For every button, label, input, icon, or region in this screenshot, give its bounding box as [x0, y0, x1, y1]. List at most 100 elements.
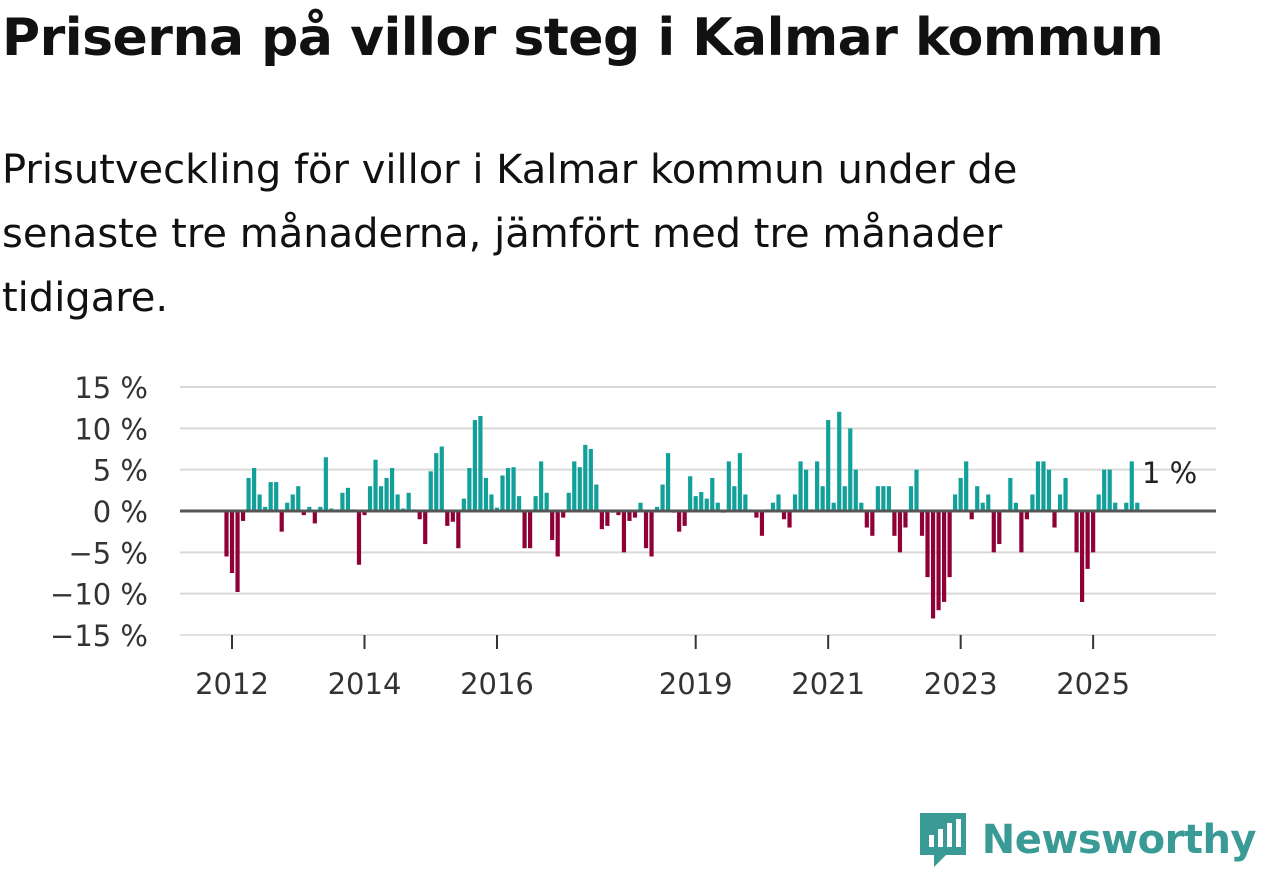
bar	[964, 461, 969, 511]
bar	[975, 486, 980, 511]
bar	[583, 444, 588, 511]
bar	[980, 502, 985, 511]
chart-title: Priserna på villor steg i Kalmar kommun	[2, 8, 1164, 68]
x-tick-label: 2021	[791, 667, 865, 701]
bar	[666, 453, 671, 511]
y-tick-label: 10 %	[74, 412, 148, 446]
bar	[318, 506, 323, 511]
bar	[886, 486, 891, 511]
bar	[991, 511, 996, 553]
brand-logo: Newsworthy	[918, 811, 1257, 869]
bar	[710, 477, 715, 511]
bar	[1052, 511, 1057, 528]
bar	[693, 496, 698, 511]
bar	[726, 461, 731, 511]
bar	[864, 511, 869, 528]
bar	[340, 492, 345, 511]
bar	[263, 506, 268, 511]
bar	[323, 457, 328, 511]
bar	[505, 468, 511, 511]
x-tick-label: 2012	[195, 667, 269, 701]
bar	[1135, 502, 1140, 511]
bar	[478, 415, 483, 511]
bar	[240, 511, 246, 521]
bar	[1057, 494, 1063, 511]
bar	[643, 511, 649, 549]
bar	[539, 461, 544, 511]
last-value-annotation: 1 %	[1142, 456, 1197, 490]
bar	[494, 507, 500, 511]
bar	[621, 511, 627, 553]
bar	[649, 511, 654, 557]
bar	[908, 486, 914, 511]
y-tick-label: −15 %	[50, 619, 148, 653]
bar	[246, 477, 251, 511]
bar	[1013, 502, 1018, 511]
bar	[737, 453, 742, 511]
bar	[1041, 461, 1046, 511]
y-tick-label: 0 %	[93, 495, 148, 529]
bar	[892, 511, 897, 536]
bar	[390, 468, 395, 511]
bar	[290, 494, 295, 511]
bar	[798, 461, 803, 511]
bar	[577, 467, 582, 511]
y-tick-label: 15 %	[74, 371, 148, 405]
bar	[296, 486, 301, 511]
bar	[704, 498, 709, 511]
y-tick-label: −5 %	[68, 536, 148, 570]
bar	[743, 494, 748, 511]
bar	[881, 486, 886, 511]
bar	[378, 486, 384, 511]
x-tick-label: 2016	[460, 667, 534, 701]
bar	[903, 511, 908, 528]
bar	[373, 459, 378, 511]
bar	[516, 496, 522, 511]
bar	[1035, 461, 1041, 511]
bar	[528, 511, 533, 549]
bar	[279, 511, 284, 532]
bar	[1096, 494, 1101, 511]
bar	[467, 468, 472, 511]
x-axis: 2012 2014 2016 2019 2021 2023 2025	[180, 509, 1216, 701]
bar	[942, 511, 947, 602]
bar	[483, 477, 489, 511]
bar	[345, 487, 351, 511]
bar	[770, 502, 776, 511]
bar	[660, 484, 665, 511]
bar	[919, 511, 925, 536]
bar	[616, 511, 621, 516]
bar	[252, 468, 257, 511]
bar	[566, 492, 571, 511]
bar	[450, 511, 455, 522]
bar	[406, 492, 411, 511]
bar	[1046, 469, 1052, 511]
bar	[776, 494, 781, 511]
bar	[599, 511, 604, 530]
bar	[423, 511, 428, 545]
bar	[229, 511, 235, 573]
bar	[1074, 511, 1079, 553]
bar	[1063, 477, 1068, 511]
bar	[434, 453, 439, 511]
bar	[439, 446, 444, 511]
bar	[605, 511, 610, 526]
bar	[688, 476, 693, 511]
bar	[533, 496, 538, 511]
bar	[588, 449, 593, 511]
bar	[638, 502, 643, 511]
bar	[804, 469, 809, 511]
bar	[307, 506, 312, 511]
bar	[268, 482, 273, 511]
bar	[853, 469, 858, 511]
bar	[781, 511, 787, 520]
x-tick-label: 2023	[924, 667, 998, 701]
bar	[312, 511, 317, 524]
bar	[997, 511, 1002, 545]
bar	[715, 502, 720, 511]
bar	[875, 486, 880, 511]
bar	[930, 511, 936, 619]
bar	[947, 511, 952, 578]
bar	[1107, 469, 1112, 511]
bar	[682, 511, 687, 526]
